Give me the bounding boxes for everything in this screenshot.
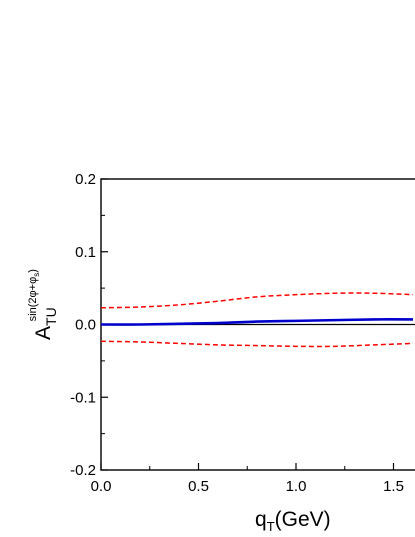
y-axis-label-sup-close: )	[27, 269, 39, 273]
series-group	[100, 292, 414, 348]
y-tick-label: 0.2	[75, 171, 96, 188]
y-tick-label: -0.2	[70, 462, 96, 479]
x-axis-label: qT(GeV)	[255, 508, 331, 534]
series-line-1	[100, 318, 414, 326]
x-tick-label: 0.0	[91, 478, 112, 495]
y-tick-label: 0.0	[75, 317, 96, 334]
x-axis-label-main: q	[255, 508, 267, 531]
y-axis-label-sub: TU	[43, 307, 59, 326]
series-line-3	[100, 340, 414, 348]
series-line-2	[100, 292, 414, 309]
y-axis-label-sup-sub: s	[32, 273, 41, 277]
y-axis-label: ATU sin(2φ+φs)	[27, 269, 59, 340]
y-tick-label: -0.1	[70, 389, 96, 406]
y-axis-label-sup: sin(2φ+φ	[27, 277, 39, 322]
x-tick-label: 0.5	[188, 478, 209, 495]
x-axis-label-sub: T	[267, 519, 275, 534]
y-tick-label: 0.1	[75, 244, 96, 261]
x-axis-label-unit: (GeV)	[275, 508, 331, 531]
x-tick-label: 1.5	[383, 478, 404, 495]
svg-text:ATUsin(2φ+φs): ATU sin(2φ+φs)	[27, 269, 59, 340]
axis-ticks: 0.0 0.5 1.0 1.5 0.2 0.1 0.0 -0.1 -0.2	[70, 171, 404, 495]
y-axis-label-main: A	[32, 326, 55, 340]
x-tick-label: 1.0	[286, 478, 307, 495]
